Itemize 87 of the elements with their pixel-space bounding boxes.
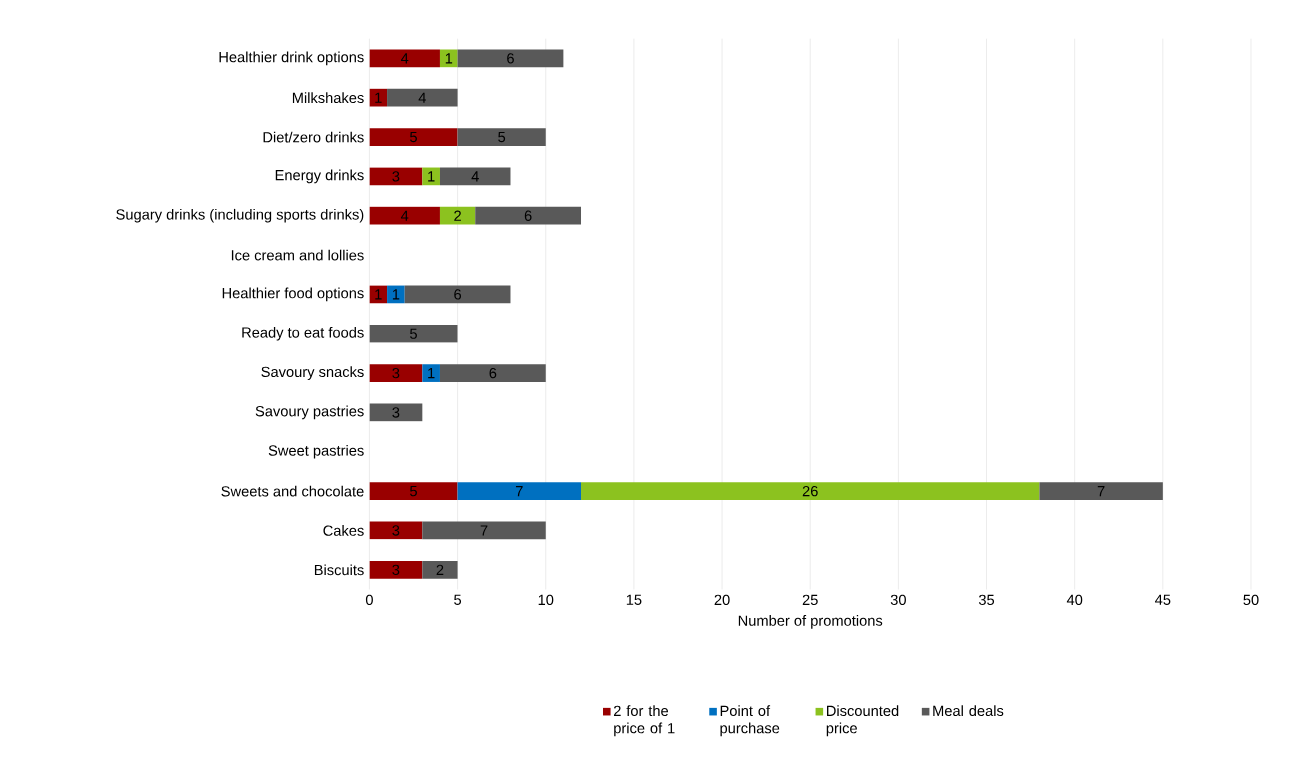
bar [404,285,511,304]
x-tick-label: 35 [978,594,995,606]
x-tick-label: 30 [890,594,906,606]
y-tick-label: Healthier drink options [219,51,364,66]
data-label: 1 [428,171,435,182]
data-label: 5 [410,486,417,497]
data-label: 5 [410,132,417,143]
y-tick-label: Cakes [323,525,364,537]
bar [581,482,1040,501]
data-label: 6 [524,210,532,222]
data-label: 4 [471,171,479,182]
data-label: 6 [454,289,462,300]
data-label: 5 [498,132,506,143]
y-tick-label: Savoury snacks [261,366,364,381]
bar [457,482,582,501]
data-label: 5 [410,328,417,340]
y-tick-label: Sugary drinks (including sports drinks) [116,209,364,223]
bar [439,167,511,186]
data-label: 7 [515,486,523,497]
data-label: 6 [489,368,497,379]
data-label: 2 [454,210,461,222]
bar [369,521,423,540]
x-tick-label: 45 [1155,594,1171,606]
bar [369,325,458,343]
y-tick-label: Healthier food options [222,287,364,302]
x-tick-label: 5 [454,594,462,606]
bar [457,49,564,68]
legend-label: Point of purchase [720,705,780,737]
data-label: 1 [392,289,400,300]
bar [439,207,476,225]
bar [369,561,423,579]
data-label: 3 [392,407,400,418]
x-tick-label: 10 [538,594,554,606]
bar [369,128,458,147]
y-tick-label: Sweets and chocolate [221,485,364,497]
y-tick-label: Ice cream and lollies [231,249,364,261]
bar [369,207,440,225]
data-label: 26 [802,486,818,497]
bar [422,521,546,540]
legend-label: Discounted price [826,705,899,737]
y-tick-label: Ready to eat foods [242,327,364,341]
bar [422,364,440,383]
y-tick-label: Milkshakes [292,92,364,104]
data-label: 7 [1097,486,1105,497]
data-label: 3 [392,564,400,576]
data-label: 3 [392,171,400,182]
bar [369,403,423,422]
bar [369,482,458,501]
y-tick-label: Biscuits [314,564,364,576]
x-tick-label: 25 [802,594,818,606]
bar [387,285,405,304]
data-label: 1 [375,289,382,300]
bar [1039,482,1163,501]
data-label: 7 [480,525,488,536]
x-tick-label: 0 [365,594,373,606]
y-tick-label: Savoury pastries [255,405,364,420]
bar [439,364,546,383]
bar [422,167,440,186]
bar [422,561,458,579]
legend-label: Meal deals [933,705,1004,717]
bar [439,49,458,68]
bar [369,167,423,186]
y-tick-label: Energy drinks [275,169,364,184]
bar [475,207,582,225]
bar [369,364,423,383]
x-tick-label: 40 [1066,594,1083,606]
x-tick-label: 15 [626,594,642,606]
legend-label: 2 for the price of 1 [613,705,675,737]
x-axis-title: Number of promotions [738,615,883,629]
bar [387,89,458,107]
data-label: 1 [428,368,435,379]
y-tick-label: Sweet pastries [268,445,364,459]
x-tick-label: 50 [1243,594,1259,606]
bar [369,49,440,68]
data-label: 3 [392,368,400,379]
data-label: 4 [418,92,426,103]
data-label: 1 [375,92,382,103]
bar [457,128,546,147]
data-label: 3 [392,525,400,536]
data-label: 2 [436,564,444,576]
data-label: 6 [507,53,514,64]
data-label: 4 [400,53,409,64]
y-tick-label: Diet/zero drinks [263,131,364,143]
x-tick-label: 20 [714,594,730,606]
bar [369,89,388,107]
data-label: 1 [445,53,453,64]
data-label: 4 [400,210,409,221]
